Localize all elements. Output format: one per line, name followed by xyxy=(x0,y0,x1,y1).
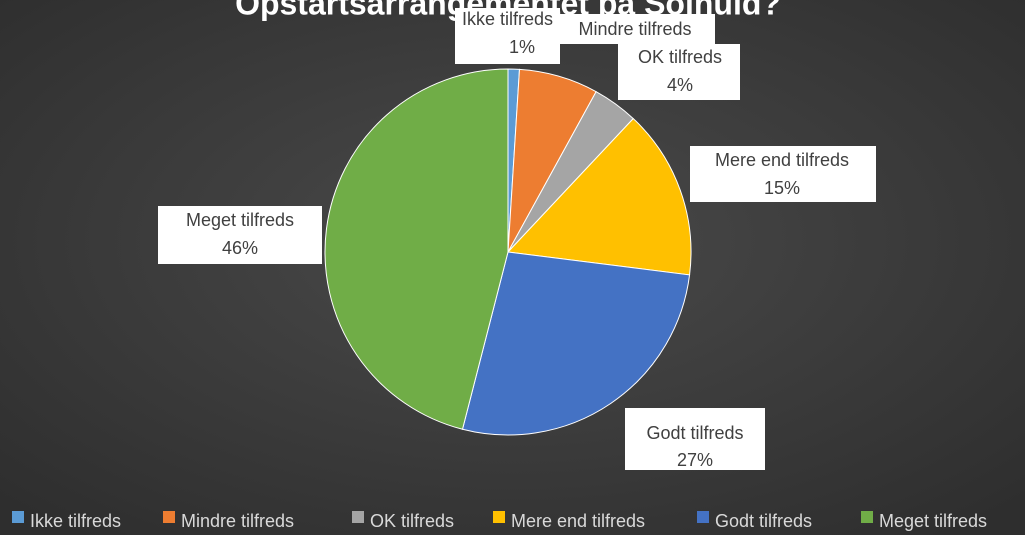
category-label: Mere end tilfreds xyxy=(715,150,849,170)
legend-swatch xyxy=(697,511,709,523)
label-box xyxy=(690,146,876,202)
category-label: Ikke tilfreds xyxy=(462,9,553,29)
legend-swatch xyxy=(493,511,505,523)
category-label: Godt tilfreds xyxy=(646,423,743,443)
legend-label: Mere end tilfreds xyxy=(511,511,645,531)
label-box xyxy=(618,44,740,100)
legend-swatch xyxy=(352,511,364,523)
legend-swatch xyxy=(163,511,175,523)
legend-swatch xyxy=(12,511,24,523)
legend-label: Ikke tilfreds xyxy=(30,511,121,531)
label-box xyxy=(555,14,715,44)
value-label: 1% xyxy=(509,37,535,57)
pie-slice xyxy=(461,251,691,436)
label-box xyxy=(625,408,765,470)
category-label: Mindre tilfreds xyxy=(578,19,691,39)
legend-swatch xyxy=(861,511,873,523)
legend-label: OK tilfreds xyxy=(370,511,454,531)
legend-label: Mindre tilfreds xyxy=(181,511,294,531)
value-label: 4% xyxy=(667,75,693,95)
category-label: OK tilfreds xyxy=(638,47,722,67)
pie-slice xyxy=(324,68,509,430)
label-box xyxy=(455,8,560,64)
legend-label: Meget tilfreds xyxy=(879,511,987,531)
value-label: 46% xyxy=(222,238,258,258)
label-box xyxy=(158,206,322,264)
pie-slice xyxy=(506,117,692,276)
value-label: 27% xyxy=(677,450,713,470)
category-label: Meget tilfreds xyxy=(186,210,294,230)
legend-label: Godt tilfreds xyxy=(715,511,812,531)
value-label: 15% xyxy=(764,178,800,198)
